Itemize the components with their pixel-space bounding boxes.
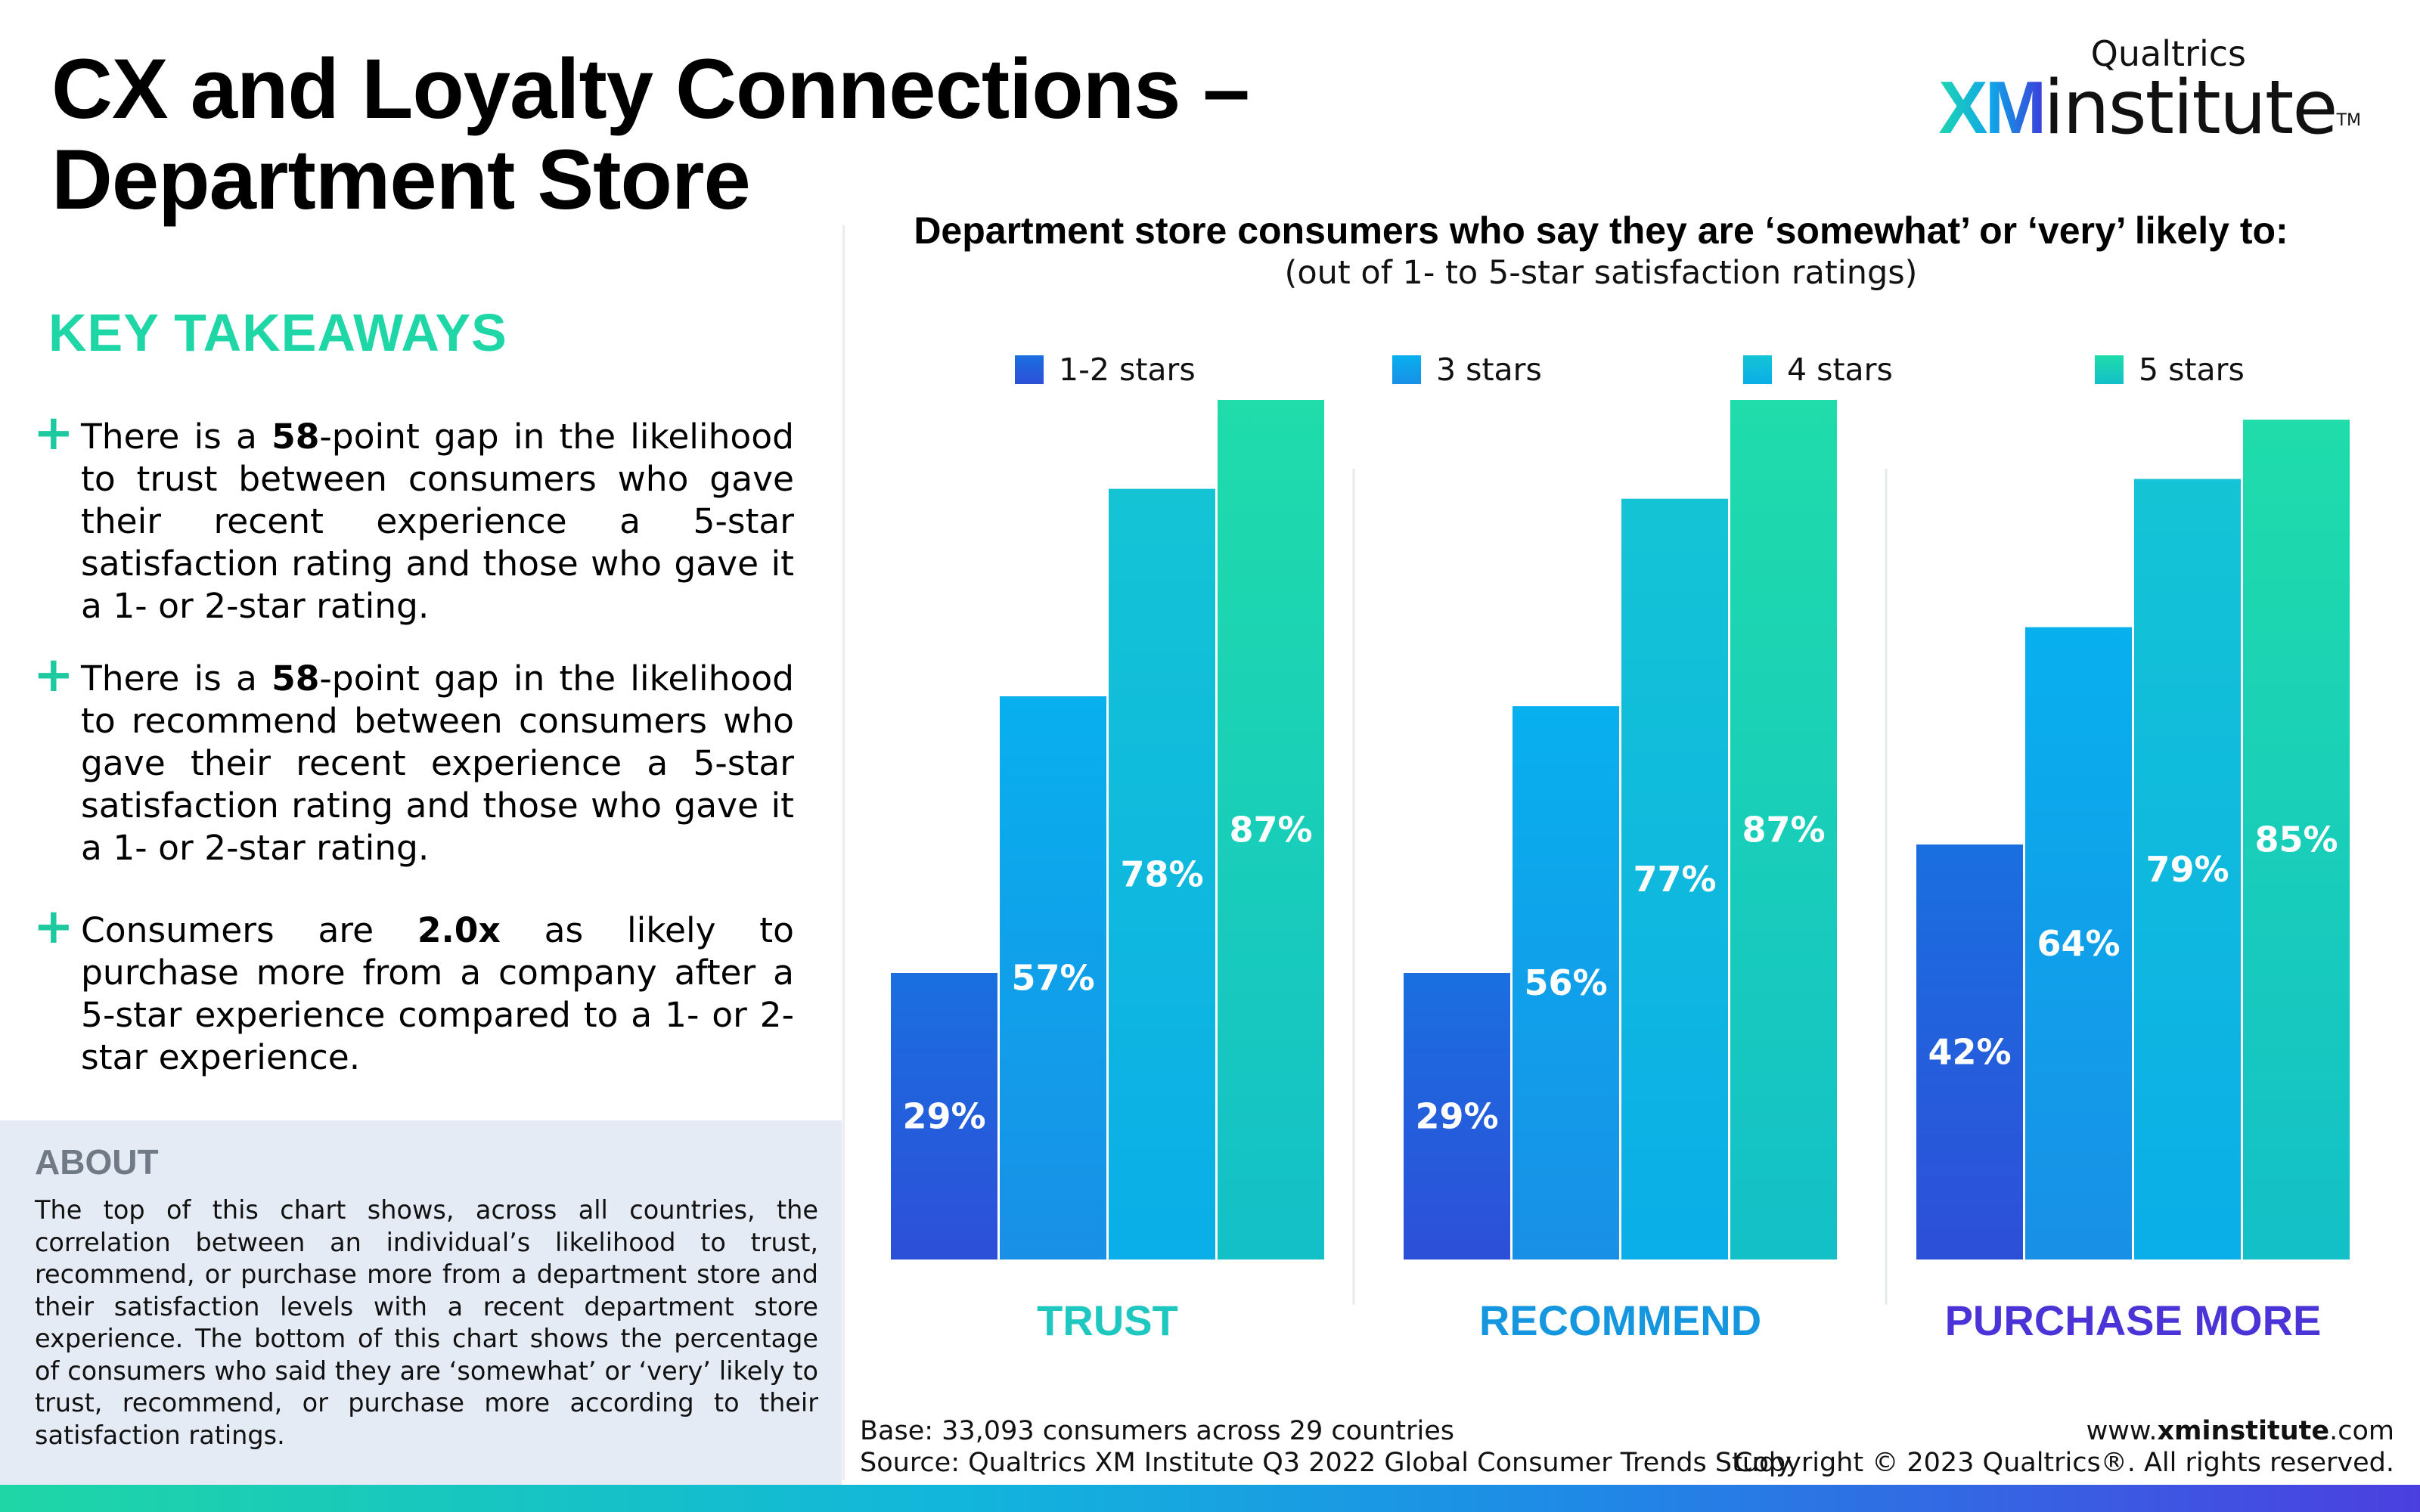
data-label: 56% (1524, 962, 1607, 1003)
logo-institute: institute (2043, 65, 2338, 151)
data-label: 85% (2254, 820, 2338, 860)
plus-icon: + (33, 647, 74, 703)
takeaway-text: There is a 58-point gap in the likelihoo… (81, 417, 794, 626)
bar-purchase-more-1-2-stars (1916, 844, 2023, 1259)
takeaway-text: There is a 58-point gap in the likelihoo… (81, 658, 794, 868)
plus-icon: + (33, 405, 74, 461)
logo-xm: XM (1938, 66, 2046, 149)
logo-company-name: Qualtrics (2090, 33, 2246, 74)
category-label: PURCHASE MORE (1945, 1297, 2322, 1344)
data-label: 79% (2145, 849, 2229, 890)
data-label: 29% (902, 1096, 985, 1137)
takeaway-text: Consumers are 2.0x as likely to purchase… (81, 910, 794, 1077)
legend-label: 5 stars (2139, 352, 2245, 388)
bar-trust-3-stars (1000, 696, 1106, 1259)
footer-source: Base: 33,093 consumers across 29 countri… (860, 1415, 1792, 1479)
footer-base: Base: 33,093 consumers across 29 countri… (860, 1416, 1454, 1446)
about-text: The top of this chart shows, across all … (35, 1195, 818, 1450)
page-title-line1: CX and Loyalty Connections – (51, 42, 1250, 136)
copyright-text: Copyright © 2023 Qualtrics®. All rights … (1734, 1448, 2394, 1478)
xm-institute-logo: XMinstituteTM (1938, 70, 2361, 146)
vertical-divider (842, 225, 845, 1480)
legend-label: 4 stars (1787, 352, 1893, 388)
data-label: 57% (1011, 958, 1094, 999)
logo-trademark: TM (2336, 111, 2361, 130)
takeaway-item-trust: + There is a 58-point gap in the likelih… (33, 407, 794, 627)
footer-copyright: www.xminstitute.com Copyright © 2023 Qua… (1734, 1415, 2394, 1479)
legend-item-5-stars: 5 stars (2095, 352, 2245, 388)
legend-swatch (1743, 355, 1772, 384)
data-label: 42% (1928, 1032, 2011, 1073)
footer-source-text: Source: Qualtrics XM Institute Q3 2022 G… (860, 1448, 1792, 1478)
data-label: 77% (1633, 859, 1716, 900)
page-title: CX and Loyalty Connections – Department … (51, 44, 1337, 225)
about-panel: ABOUT The top of this chart shows, acros… (0, 1120, 842, 1485)
bar-trust-4-stars (1109, 488, 1215, 1259)
data-label: 87% (1742, 810, 1825, 850)
about-heading: ABOUT (35, 1142, 159, 1182)
legend-label: 1-2 stars (1059, 352, 1196, 388)
takeaway-item-purchase: + Consumers are 2.0x as likely to purcha… (33, 900, 794, 1079)
data-label: 64% (2037, 923, 2120, 964)
chart-subtitle: (out of 1- to 5-star satisfaction rating… (1284, 254, 1918, 292)
legend-swatch (1392, 355, 1421, 384)
chart-title: Department store consumers who say they … (914, 209, 2288, 252)
legend-item-4-stars: 4 stars (1743, 352, 1893, 388)
bar-purchase-more-5-stars (2243, 420, 2350, 1259)
legend-swatch (1015, 355, 1044, 384)
bar-recommend-5-stars (1730, 400, 1837, 1259)
takeaway-item-recommend: + There is a 58-point gap in the likelih… (33, 649, 794, 869)
plus-icon: + (33, 899, 74, 955)
data-label: 87% (1229, 810, 1312, 850)
legend-swatch (2095, 355, 2124, 384)
category-label: RECOMMEND (1479, 1297, 1761, 1344)
data-label: 29% (1415, 1096, 1498, 1137)
bar-purchase-more-3-stars (2025, 627, 2132, 1259)
category-label: TRUST (1037, 1297, 1178, 1344)
page-title-line2: Department Store (51, 132, 751, 227)
legend-label: 3 stars (1436, 352, 1542, 388)
legend-item-3-stars: 3 stars (1392, 352, 1542, 388)
key-takeaways-heading: KEY TAKEAWAYS (48, 303, 507, 362)
bar-recommend-1-2-stars (1404, 973, 1510, 1259)
bar-purchase-more-4-stars (2134, 479, 2241, 1259)
bar-recommend-3-stars (1512, 706, 1619, 1259)
bar-trust-5-stars (1218, 400, 1324, 1259)
bottom-gradient-strip (0, 1485, 2420, 1512)
legend-item-1-2-stars: 1-2 stars (1015, 352, 1196, 388)
data-label: 78% (1120, 854, 1203, 894)
bar-trust-1-2-stars (891, 973, 997, 1259)
website-link[interactable]: www.xminstitute.com (2086, 1416, 2394, 1446)
bar-recommend-4-stars (1621, 498, 1728, 1259)
